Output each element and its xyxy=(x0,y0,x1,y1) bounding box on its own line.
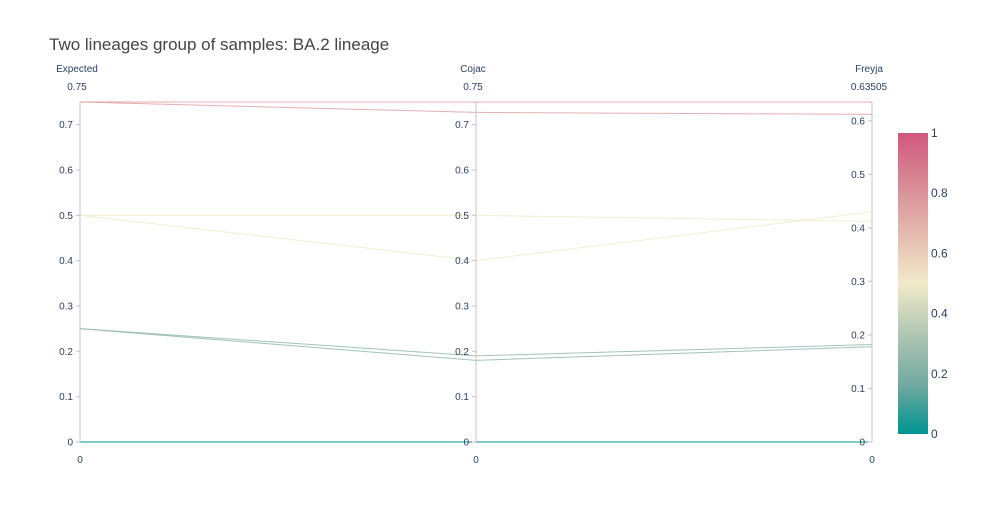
axes-layer: Expected0.75000.10.20.30.40.50.60.7Cojac… xyxy=(56,64,887,466)
axis-tick-label: 0.3 xyxy=(455,302,469,313)
colorbar-tick-label: 0 xyxy=(931,427,938,441)
axis-range-top: 0.63505 xyxy=(851,82,888,93)
axis-tick-label: 0.7 xyxy=(455,120,469,131)
axis-tick-label: 0.6 xyxy=(59,166,73,177)
axis-tick-label: 0.2 xyxy=(455,347,469,358)
colorbar-gradient xyxy=(898,133,928,434)
colorbar: 0 0.2 0.4 0.6 0.8 1 xyxy=(898,126,948,441)
axis-tick-label: 0.3 xyxy=(851,277,865,288)
axis-range-bottom: 0 xyxy=(473,455,479,466)
axis-tick-label: 0.1 xyxy=(59,392,73,403)
axis-tick-label: 0.2 xyxy=(59,347,73,358)
axis-title: Freyja xyxy=(855,64,883,75)
axis-tick-label: 0 xyxy=(859,438,865,449)
axis-range-bottom: 0 xyxy=(869,455,875,466)
axis-range-bottom: 0 xyxy=(77,455,83,466)
colorbar-tick-label: 1 xyxy=(931,126,938,140)
colorbar-tick-label: 0.8 xyxy=(931,186,948,200)
axis-tick-label: 0.6 xyxy=(851,116,865,127)
axis-title: Cojac xyxy=(460,64,486,75)
axis-tick-label: 0 xyxy=(463,438,469,449)
axis-tick-label: 0.3 xyxy=(59,302,73,313)
axis-tick-label: 0.6 xyxy=(455,166,469,177)
axis-tick-label: 0.4 xyxy=(59,256,73,267)
axis-tick-label: 0.7 xyxy=(59,120,73,131)
axis-freyja[interactable]: Freyja 0.63505 00 0.1 0.2 0.3 0.4 0.5 0.6 xyxy=(851,64,888,466)
axis-tick-label: 0.5 xyxy=(455,211,469,222)
axis-range-top: 0.75 xyxy=(67,82,87,93)
colorbar-tick-label: 0.4 xyxy=(931,307,948,321)
axis-tick-label: 0.5 xyxy=(851,170,865,181)
axis-tick-label: 0.1 xyxy=(455,392,469,403)
axis-tick-label: 0.4 xyxy=(851,223,865,234)
colorbar-tick-label: 0.6 xyxy=(931,246,948,260)
axis-title: Expected xyxy=(56,64,98,75)
axis-tick-label: 0.1 xyxy=(851,384,865,395)
chart-title: Two lineages group of samples: BA.2 line… xyxy=(49,35,389,54)
axis-tick-label: 0 xyxy=(67,438,73,449)
axis-range-top: 0.75 xyxy=(463,82,483,93)
axis-tick-label: 0.2 xyxy=(851,330,865,341)
axis-tick-label: 0.5 xyxy=(59,211,73,222)
colorbar-tick-label: 0.2 xyxy=(931,367,948,381)
axis-expected[interactable]: Expected 0.75 00 0.1 0.2 0.3 0.4 0.5 0.6 0.7 xyxy=(56,64,98,466)
axis-cojac[interactable]: Cojac 0.75 00 0.1 0.2 0.3 0.4 0.5 0.6 0.7 xyxy=(455,64,486,466)
axis-tick-label: 0.4 xyxy=(455,256,469,267)
